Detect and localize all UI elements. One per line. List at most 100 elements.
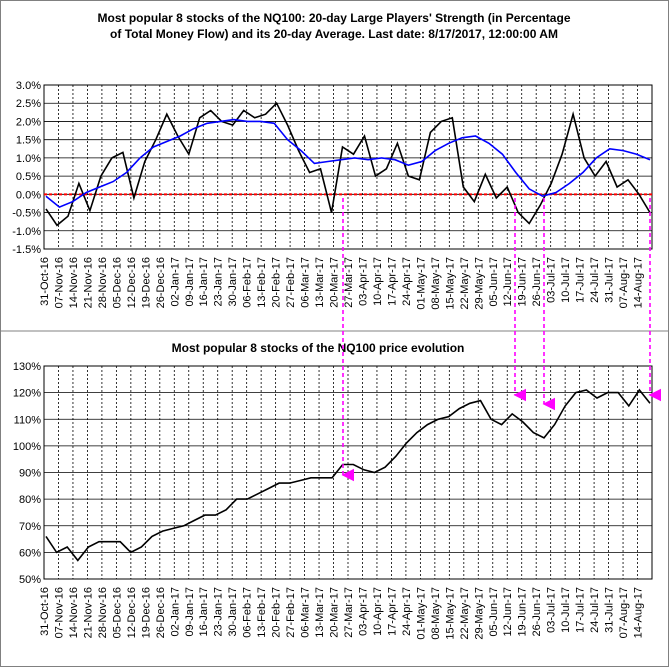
price-x-tick-label: 12-Dec-16: [126, 587, 138, 638]
price-x-tick-label: 02-Jan-17: [169, 587, 181, 637]
strength-y-tick-label: 2.0%: [16, 116, 41, 128]
strength-x-tick-label: 16-Jan-17: [198, 257, 210, 307]
strength-x-tick-label: 26-Jun-17: [531, 257, 543, 307]
strength-y-tick-label: -1.0%: [12, 226, 41, 238]
strength-y-tick-label: 3.0%: [16, 80, 41, 92]
price-x-tick-label: 07-Aug-17: [618, 587, 630, 638]
strength-x-tick-label: 06-Mar-17: [300, 257, 312, 308]
strength-x-tick-label: 21-Nov-16: [82, 257, 94, 308]
price-x-tick-label: 03-Apr-17: [357, 587, 369, 636]
strength-x-tick-label: 19-Jun-17: [517, 257, 529, 307]
strength-y-tick-label: 2.5%: [16, 98, 41, 110]
price-x-tick-label: 13-Mar-17: [314, 587, 326, 638]
price-x-tick-label: 31-Oct-16: [39, 587, 51, 636]
strength-x-tick-label: 30-Jan-17: [227, 257, 239, 307]
strength-x-tick-label: 29-May-17: [473, 257, 485, 310]
price-x-tick-label: 26-Jun-17: [531, 587, 543, 637]
price-series-line-0: [45, 388, 651, 562]
strength-x-tick-label: 10-Jul-17: [560, 257, 572, 303]
price-x-tick-label: 10-Apr-17: [372, 587, 384, 636]
price-y-tick-label: 130%: [13, 361, 41, 373]
strength-x-tick-label: 12-Jun-17: [502, 257, 514, 307]
strength-x-tick-label: 13-Feb-17: [256, 257, 268, 308]
strength-x-tick-label: 09-Jan-17: [184, 257, 196, 307]
price-x-tick-label: 03-Jul-17: [546, 587, 558, 633]
strength-x-tick-label: 22-May-17: [459, 257, 471, 310]
strength-x-tick-label: 26-Dec-16: [155, 257, 167, 308]
strength-x-tick-label: 14-Aug-17: [633, 257, 645, 308]
price-x-tick-label: 26-Dec-16: [155, 587, 167, 638]
strength-series-line-0: [45, 101, 651, 227]
price-x-tick-label: 19-Jun-17: [517, 587, 529, 637]
strength-x-tick-label: 07-Nov-16: [53, 257, 65, 308]
price-x-tick-label: 24-Jul-17: [589, 587, 601, 633]
price-x-tick-label: 17-Apr-17: [386, 587, 398, 636]
strength-y-tick-label: 1.5%: [16, 135, 41, 147]
strength-chart-title-line2: of Total Money Flow) and its 20-day Aver…: [110, 27, 558, 41]
strength-x-tick-label: 23-Jan-17: [213, 257, 225, 307]
price-y-tick-label: 90%: [19, 468, 41, 480]
price-x-tick-label: 05-Jun-17: [488, 587, 500, 637]
price-x-tick-label: 22-May-17: [459, 587, 471, 640]
strength-x-tick-label: 10-Apr-17: [372, 257, 384, 306]
price-x-tick-label: 01-May-17: [415, 587, 427, 640]
strength-series-line-1: [45, 118, 651, 209]
strength-chart-title: Most popular 8 stocks of the NQ100: 20-d…: [98, 11, 571, 25]
price-x-tick-label: 20-Mar-17: [329, 587, 341, 638]
strength-x-tick-label: 01-May-17: [415, 257, 427, 310]
strength-y-tick-label: -0.5%: [12, 208, 41, 220]
strength-x-tick-label: 12-Dec-16: [126, 257, 138, 308]
strength-x-tick-label: 24-Jul-17: [589, 257, 601, 303]
price-y-tick-label: 60%: [19, 547, 41, 559]
price-y-tick-label: 80%: [19, 494, 41, 506]
price-x-tick-label: 05-Dec-16: [111, 587, 123, 638]
price-x-tick-label: 13-Feb-17: [256, 587, 268, 638]
price-y-tick-label: 50%: [19, 574, 41, 586]
price-x-tick-label: 28-Nov-16: [97, 587, 109, 638]
price-x-tick-label: 24-Apr-17: [401, 587, 413, 636]
strength-x-tick-label: 17-Apr-17: [386, 257, 398, 306]
price-x-tick-label: 21-Nov-16: [82, 587, 94, 638]
strength-x-tick-label: 02-Jan-17: [169, 257, 181, 307]
price-chart-title: Most popular 8 stocks of the NQ100 price…: [172, 341, 465, 355]
price-x-tick-label: 08-May-17: [430, 587, 442, 640]
strength-x-tick-label: 31-Jul-17: [604, 257, 616, 303]
price-x-tick-label: 10-Jul-17: [560, 587, 572, 633]
price-x-tick-label: 14-Nov-16: [68, 587, 80, 638]
strength-x-tick-label: 24-Apr-17: [401, 257, 413, 306]
strength-y-tick-label: 0.5%: [16, 171, 41, 183]
strength-x-tick-label: 05-Jun-17: [488, 257, 500, 307]
strength-x-tick-label: 13-Mar-17: [314, 257, 326, 308]
strength-y-tick-label: 0.0%: [16, 189, 41, 201]
strength-x-tick-label: 08-May-17: [430, 257, 442, 310]
price-x-tick-label: 19-Dec-16: [140, 587, 152, 638]
strength-x-tick-label: 27-Mar-17: [343, 257, 355, 308]
price-x-tick-label: 27-Mar-17: [343, 587, 355, 638]
strength-x-tick-label: 20-Feb-17: [271, 257, 283, 308]
price-x-tick-label: 20-Feb-17: [271, 587, 283, 638]
strength-y-tick-label: 1.0%: [16, 153, 41, 165]
strength-x-tick-label: 20-Mar-17: [329, 257, 341, 308]
price-x-tick-label: 29-May-17: [473, 587, 485, 640]
strength-x-tick-label: 27-Feb-17: [285, 257, 297, 308]
price-x-tick-label: 06-Mar-17: [300, 587, 312, 638]
strength-x-tick-label: 05-Dec-16: [111, 257, 123, 308]
strength-x-tick-label: 07-Aug-17: [618, 257, 630, 308]
strength-x-tick-label: 03-Jul-17: [546, 257, 558, 303]
price-x-tick-label: 09-Jan-17: [184, 587, 196, 637]
strength-x-tick-label: 03-Apr-17: [357, 257, 369, 306]
strength-y-tick-label: -1.5%: [12, 244, 41, 256]
strength-x-tick-label: 14-Nov-16: [68, 257, 80, 308]
price-x-tick-label: 06-Feb-17: [242, 587, 254, 638]
strength-x-tick-label: 06-Feb-17: [242, 257, 254, 308]
price-x-tick-label: 17-Jul-17: [575, 587, 587, 633]
strength-x-tick-label: 31-Oct-16: [39, 257, 51, 306]
price-y-tick-label: 110%: [14, 414, 42, 426]
price-x-tick-label: 07-Nov-16: [53, 587, 65, 638]
strength-x-tick-label: 19-Dec-16: [140, 257, 152, 308]
price-x-tick-label: 27-Feb-17: [285, 587, 297, 638]
price-x-tick-label: 23-Jan-17: [213, 587, 225, 637]
price-x-tick-label: 15-May-17: [444, 587, 456, 640]
strength-x-tick-label: 17-Jul-17: [575, 257, 587, 303]
